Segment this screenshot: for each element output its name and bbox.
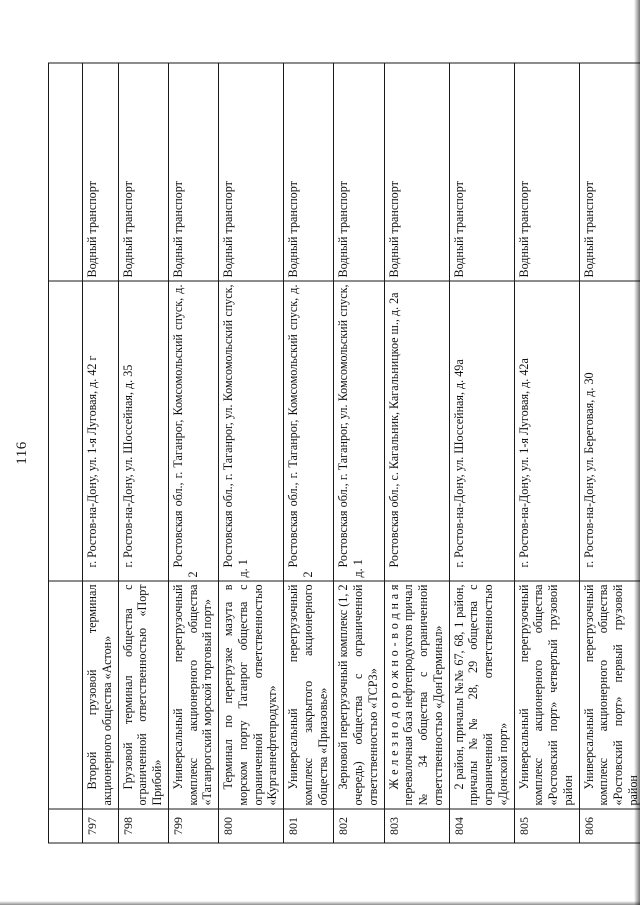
cell-name: Ж е л е з н о д о р о ж н о - в о д н а … — [384, 580, 449, 809]
table-row: 804 2 район, причалы №№ 67, 68, 1 район,… — [449, 62, 514, 843]
cell-address: г. Ростов-на-Дону, ул. 1-я Луговая, д. 4… — [82, 280, 118, 581]
cell-number: 804 — [449, 808, 514, 843]
cell-number: 802 — [333, 808, 384, 843]
cell-address: г. Ростов-на-Дону, ул. Шоссейная, д. 35 — [118, 280, 169, 581]
cell-name: Грузовой терминал общества с ограниченно… — [118, 580, 169, 809]
table-row: 806 Универсальный перегрузочный комплекс… — [579, 62, 640, 843]
cell-type: Водный транспорт — [218, 62, 284, 281]
cell-name: Терминал по перегрузке мазута в морском … — [218, 580, 284, 809]
table-row: 803 Ж е л е з н о д о р о ж н о - в о д … — [384, 62, 449, 843]
cell-type: Водный транспорт — [384, 62, 449, 281]
registry-table: 797 Второй грузовой терминал акционерног… — [48, 62, 640, 843]
cell-type: Водный транспорт — [168, 62, 219, 281]
cell-type: Водный транспорт — [333, 62, 384, 281]
cell-name: Универсальный перегрузочный комплекс акц… — [579, 580, 640, 809]
cell-name: Универсальный перегрузочный комплекс акц… — [168, 580, 219, 809]
cell-name: Второй грузовой терминал акционерного об… — [82, 580, 118, 809]
cell-number: 803 — [384, 808, 449, 843]
cell-type: Водный транспорт — [449, 62, 514, 281]
table-row: 798 Грузовой терминал общества с огранич… — [118, 62, 169, 843]
cell-name: 2 район, причалы №№ 67, 68, 1 район, при… — [449, 580, 514, 809]
cell-address: Ростовская обл., г. Таганрог, Комсомольс… — [168, 280, 219, 581]
cell-number: 805 — [514, 808, 579, 843]
cell-address-continuation — [48, 280, 83, 581]
table-row: 805 Универсальный перегрузочный комплекс… — [514, 62, 579, 843]
cell-address: г. Ростов-на-Дону, ул. Шоссейная, д. 49а — [449, 280, 514, 581]
cell-type: Водный транспорт — [514, 62, 579, 281]
cell-type: Водный транспорт — [118, 62, 169, 281]
cell-number: 797 — [82, 808, 118, 843]
table-row: 800 Терминал по перегрузке мазута в морс… — [218, 62, 284, 843]
cell-number: 800 — [218, 808, 284, 843]
cell-address: Ростовская обл., г. Таганрог, ул. Комсом… — [218, 280, 284, 581]
cell-address: Ростовская обл., с. Кагальник, Кагальниц… — [384, 280, 449, 581]
table-row: 797 Второй грузовой терминал акционерног… — [82, 62, 118, 843]
cell-address: г. Ростов-на-Дону, ул. Береговая, д. 30 — [579, 280, 640, 581]
cell-name: Универсальный перегрузочный комплекс акц… — [514, 580, 579, 809]
cell-type: Водный транспорт — [283, 62, 334, 281]
page-number: 116 — [14, 440, 30, 465]
cell-number: 799 — [168, 808, 219, 843]
cell-address: г. Ростов-на-Дону, ул. 1-я Луговая, д. 4… — [514, 280, 579, 581]
cell-type: Водный транспорт — [579, 62, 640, 281]
table-row: 801 Универсальный перегрузочный комплекс… — [283, 62, 334, 843]
cell-address: Ростовская обл., г. Таганрог, ул. Комсом… — [333, 280, 384, 581]
cell-name-continuation — [48, 580, 83, 809]
registry-table-body: 797 Второй грузовой терминал акционерног… — [48, 62, 640, 843]
cell-number: 801 — [283, 808, 334, 843]
cell-number: 798 — [118, 808, 169, 843]
cell-name: Универсальный перегрузочный комплекс зак… — [283, 580, 334, 809]
table-row-continuation — [48, 62, 83, 843]
cell-name: Зерновой перегрузочный комплекс (1, 2 оч… — [333, 580, 384, 809]
cell-number-continuation — [48, 808, 83, 843]
cell-type-continuation — [48, 62, 83, 281]
registry-table-container: 797 Второй грузовой терминал акционерног… — [48, 62, 640, 843]
table-row: 802 Зерновой перегрузочный комплекс (1, … — [333, 62, 384, 843]
cell-type: Водный транспорт — [82, 62, 118, 281]
table-row: 799 Универсальный перегрузочный комплекс… — [168, 62, 219, 843]
cell-address: Ростовская обл., г. Таганрог, Комсомольс… — [283, 280, 334, 581]
cell-number: 806 — [579, 808, 640, 843]
